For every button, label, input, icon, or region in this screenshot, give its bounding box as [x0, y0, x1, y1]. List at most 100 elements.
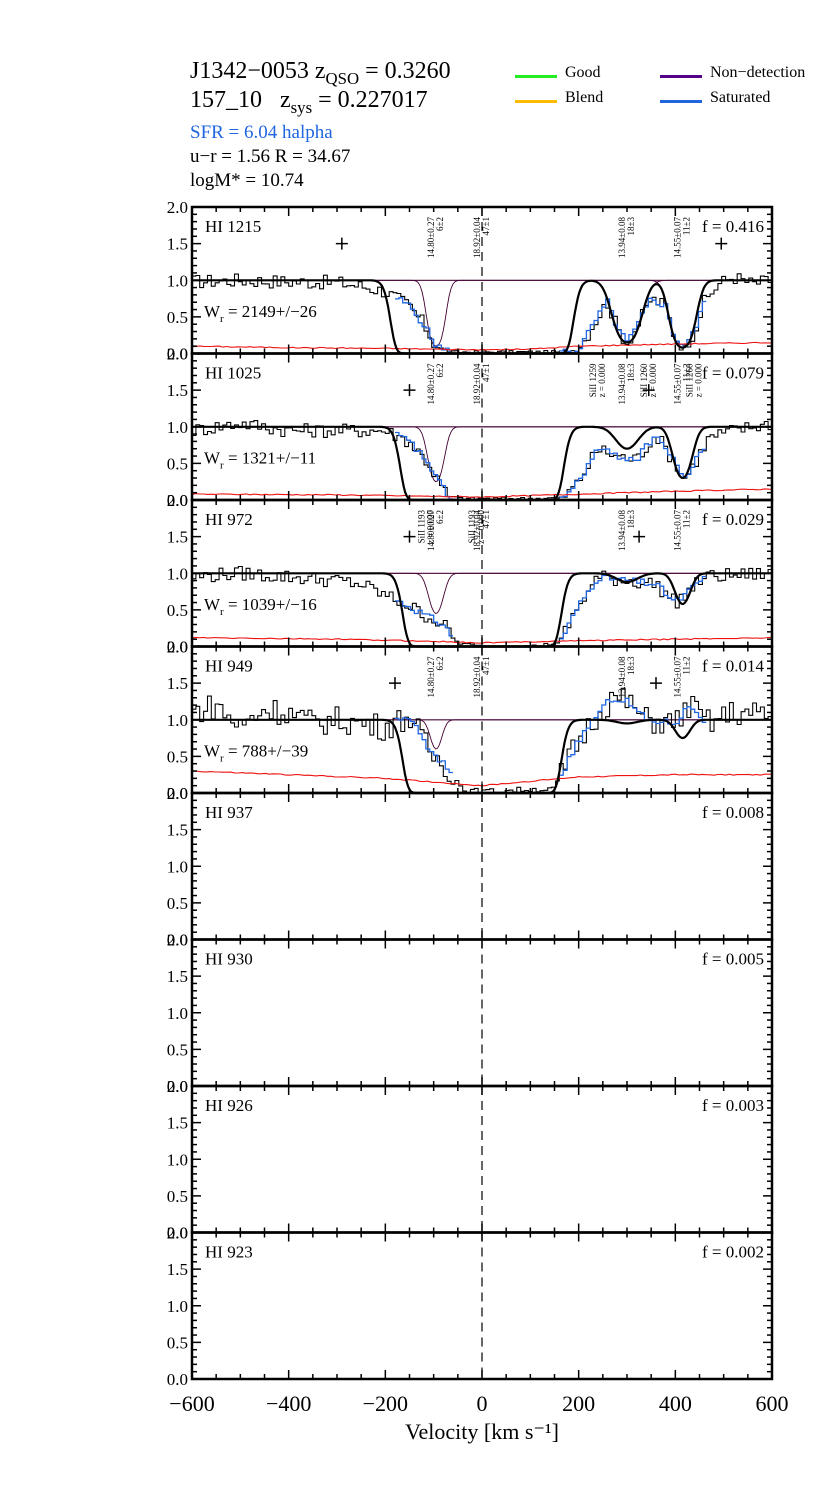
component-label: 6±2 [435, 364, 445, 378]
y-tick-label: 1.5 [167, 528, 188, 547]
panel-hi-923: 0.0 0.5 1.0 1.5 2.0 HI 923 f = 0.002 [167, 1224, 774, 1389]
component-label: 14.80±0.27 [426, 510, 436, 551]
panel-hi-949: 14.80±0.27 6±2 18.92±0.04 47±1 13.94±0.08 18±… [167, 638, 774, 803]
component-label: 47±1 [481, 657, 491, 675]
y-tick-label: 2.0 [167, 1224, 188, 1243]
component-label: 11±2 [682, 657, 692, 675]
saturated-data [559, 436, 707, 498]
panel-hi-930: 0.0 0.5 1.0 1.5 2.0 HI 930 f = 0.005 [167, 931, 774, 1096]
z-qso-label: zQSO [314, 58, 360, 88]
y-tick-label: 0.0 [167, 1370, 188, 1389]
qso-title-line: J1342−0053 zQSO = 0.3260 [190, 58, 451, 88]
z-sys-value: = 0.227017 [312, 87, 428, 113]
legend-swatch-saturated [660, 100, 702, 103]
y-tick-label: 1.0 [167, 711, 188, 730]
y-tick-label: 0.5 [167, 747, 188, 766]
component-label: 18.92±0.04 [472, 510, 482, 551]
logm-text: logM* = 10.74 [190, 170, 304, 191]
component-label: 14.80±0.27 [426, 363, 436, 404]
component-label: SiII 1193 [467, 510, 477, 544]
legend-swatch-good [515, 75, 557, 78]
component-label: 11±2 [682, 510, 692, 528]
y-tick-label: 1.0 [167, 271, 188, 290]
legend-label-non-detection: Non−detection [710, 64, 806, 81]
y-tick-label: 2.0 [167, 491, 188, 510]
y-tick-label: 2.0 [167, 931, 188, 950]
y-tick-label: 0.5 [167, 1333, 188, 1352]
saturated-data [395, 717, 453, 774]
line-name-label: HI 1215 [205, 217, 261, 236]
y-tick-label: 1.0 [167, 564, 188, 583]
line-name-label: HI 923 [205, 1243, 253, 1262]
y-tick-label: 0.5 [167, 1040, 188, 1059]
equivalent-width-label: Wr = 1039+/−16 [204, 595, 317, 618]
flux-data [192, 565, 772, 648]
y-tick-label: 1.0 [167, 418, 188, 437]
saturated-data [395, 297, 453, 355]
y-tick-label: 1.0 [167, 857, 188, 876]
component-label: 6±2 [435, 657, 445, 671]
y-tick-label: 1.5 [167, 821, 188, 840]
component-label: 11±2 [682, 364, 692, 382]
y-tick-label: 1.0 [167, 1004, 188, 1023]
oscillator-strength-label: f = 0.002 [702, 1243, 764, 1262]
x-tick-label: −600 [169, 1391, 214, 1416]
y-tick-label: 2.0 [167, 638, 188, 657]
saturated-data [559, 697, 707, 776]
y-tick-label: 0.5 [167, 894, 188, 913]
y-tick-label: 2.0 [167, 198, 188, 217]
x-tick-label: 200 [562, 1391, 595, 1416]
component-label: z = 0.000 [476, 510, 486, 544]
y-tick-label: 1.0 [167, 1150, 188, 1169]
component-label: 13.94±0.08 [617, 363, 627, 404]
oscillator-strength-label: f = 0.003 [702, 1096, 764, 1115]
component-label: 6±2 [435, 510, 445, 524]
component-label: 14.55±0.07 [673, 656, 683, 697]
y-tick-label: 1.5 [167, 1260, 188, 1279]
panel-hi-1215: 14.80±0.27 6±2 18.92±0.04 47±1 13.94±0.08 18±… [167, 198, 774, 364]
component-label: 47±1 [481, 217, 491, 235]
y-tick-label: 0.0 [167, 638, 188, 657]
legend-swatch-non-detection [660, 75, 702, 78]
y-tick-label: 0.0 [167, 1077, 188, 1096]
legend-label-saturated: Saturated [710, 89, 771, 106]
line-name-label: HI 1025 [205, 364, 261, 383]
line-name-label: HI 937 [205, 803, 253, 822]
y-tick-label: 0.0 [167, 931, 188, 950]
component-label: 18±3 [626, 217, 636, 236]
component-label: 14.55±0.07 [673, 363, 683, 404]
y-tick-label: 0.5 [167, 454, 188, 473]
component-label: z = 0.000 [648, 363, 658, 397]
panel-hi-937: 0.0 0.5 1.0 1.5 2.0 HI 937 f = 0.008 [167, 784, 774, 950]
component-label: z = 0.000 [694, 363, 704, 397]
saturated-data [395, 600, 453, 637]
y-tick-label: 1.0 [167, 1297, 188, 1316]
equivalent-width-label: Wr = 1321+/−11 [204, 449, 316, 472]
y-tick-label: 2.0 [167, 1077, 188, 1096]
galaxy-line: 157_10 zsys = 0.227017 [190, 87, 428, 116]
panel-hi-926: 0.0 0.5 1.0 1.5 2.0 HI 926 f = 0.003 [167, 1077, 774, 1243]
component-label: 47±1 [481, 364, 491, 382]
panel-hi-1025: 14.80±0.27 6±2 18.92±0.04 47±1 SiII 1259 z = … [167, 345, 774, 510]
line-name-label: HI 949 [205, 657, 253, 676]
oscillator-strength-label: f = 0.029 [702, 510, 764, 529]
x-tick-label: 600 [756, 1391, 789, 1416]
component-label: 18.92±0.04 [472, 217, 482, 258]
x-tick-label: 0 [477, 1391, 488, 1416]
x-tick-label: −400 [266, 1391, 311, 1416]
component-label: z = 0.000 [597, 363, 607, 397]
y-tick-label: 0.5 [167, 1187, 188, 1206]
z-qso-value: = 0.3260 [359, 58, 451, 84]
component-label: 18.92±0.04 [472, 656, 482, 697]
oscillator-strength-label: f = 0.005 [702, 950, 764, 969]
y-tick-label: 1.5 [167, 1114, 188, 1133]
saturated-data [559, 573, 707, 640]
x-tick-label: −200 [363, 1391, 408, 1416]
component-label: 14.55±0.07 [673, 510, 683, 551]
component-label: SiII 1259 [588, 363, 598, 397]
equivalent-width-label: Wr = 788+/−39 [204, 742, 308, 765]
oscillator-strength-label: f = 0.014 [702, 657, 764, 676]
